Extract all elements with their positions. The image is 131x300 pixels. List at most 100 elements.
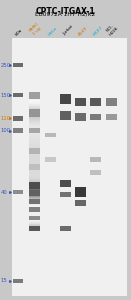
Bar — [29, 193, 40, 195]
Text: NCI-
H226: NCI- H226 — [105, 22, 119, 36]
Bar — [29, 223, 40, 224]
Bar — [29, 226, 40, 228]
Bar — [29, 117, 40, 119]
Bar — [29, 102, 40, 103]
Text: PBMC
1 ug: PBMC 1 ug — [29, 22, 43, 36]
Bar — [29, 134, 40, 135]
Bar — [29, 157, 40, 158]
Bar — [29, 199, 40, 201]
Bar — [29, 146, 40, 148]
Bar — [29, 169, 40, 171]
Bar — [29, 102, 40, 104]
Bar — [29, 170, 40, 172]
Bar — [29, 164, 40, 166]
Bar — [29, 106, 40, 108]
Bar — [29, 139, 40, 141]
Bar — [29, 190, 40, 192]
Bar — [29, 126, 40, 128]
Bar — [29, 200, 40, 201]
Bar — [29, 133, 40, 135]
Text: EB0972A 1H7 H2/K2: EB0972A 1H7 H2/K2 — [35, 12, 96, 17]
Bar — [29, 195, 40, 197]
Bar — [29, 140, 40, 142]
Bar — [29, 111, 40, 113]
Bar — [29, 206, 40, 208]
Bar — [45, 157, 56, 162]
Bar — [29, 167, 40, 169]
Bar — [29, 120, 40, 122]
Bar — [29, 176, 40, 178]
Text: 250: 250 — [1, 63, 11, 68]
Bar — [29, 151, 40, 152]
Bar — [29, 121, 40, 123]
Bar — [29, 103, 40, 105]
Bar — [29, 225, 40, 227]
Bar — [29, 119, 40, 121]
Bar — [29, 92, 40, 98]
Bar — [29, 172, 40, 173]
Bar — [75, 187, 86, 197]
Bar — [29, 226, 40, 231]
Bar — [90, 157, 101, 162]
Bar — [29, 146, 40, 148]
Bar — [29, 190, 40, 193]
Bar — [29, 114, 40, 116]
Bar — [29, 161, 40, 163]
Bar — [29, 201, 40, 203]
Bar — [29, 148, 40, 150]
Bar — [29, 151, 40, 153]
Bar — [29, 203, 40, 206]
Bar — [29, 132, 40, 134]
Bar — [29, 188, 40, 190]
Text: 100: 100 — [1, 128, 11, 133]
Bar — [29, 142, 40, 144]
Bar — [29, 124, 40, 126]
Bar — [106, 98, 117, 106]
Bar — [29, 100, 40, 102]
Bar — [29, 164, 40, 170]
Bar — [29, 148, 40, 150]
Bar — [29, 116, 40, 118]
Bar — [29, 207, 40, 209]
Bar — [29, 173, 40, 175]
Bar — [29, 192, 40, 194]
Bar — [29, 118, 40, 120]
Bar — [29, 156, 40, 158]
Bar — [29, 163, 40, 165]
Bar — [29, 140, 40, 142]
Bar — [29, 129, 40, 131]
Bar — [29, 161, 40, 163]
Bar — [29, 189, 40, 191]
Bar — [29, 113, 40, 115]
Bar — [29, 165, 40, 167]
Bar — [29, 174, 40, 176]
Bar — [29, 100, 40, 101]
Bar — [29, 117, 40, 118]
Bar — [29, 123, 40, 124]
Bar — [29, 158, 40, 160]
Bar — [29, 199, 40, 204]
Bar — [29, 159, 40, 161]
Bar — [29, 205, 40, 207]
Bar — [29, 190, 40, 196]
Bar — [29, 135, 40, 137]
Bar — [29, 128, 40, 133]
Bar — [29, 127, 40, 129]
Bar — [29, 130, 40, 132]
Bar — [29, 150, 40, 152]
Bar — [29, 106, 40, 108]
Bar — [29, 187, 40, 188]
Bar — [29, 191, 40, 193]
Bar — [90, 98, 101, 106]
Bar — [29, 185, 40, 187]
Bar — [29, 115, 40, 116]
Bar — [29, 184, 40, 186]
Bar — [29, 160, 40, 162]
Bar — [29, 144, 40, 146]
Bar — [106, 114, 117, 120]
Bar — [29, 159, 40, 161]
Bar — [29, 178, 40, 180]
Bar — [29, 200, 40, 202]
Bar — [29, 107, 40, 109]
Bar — [29, 169, 40, 171]
